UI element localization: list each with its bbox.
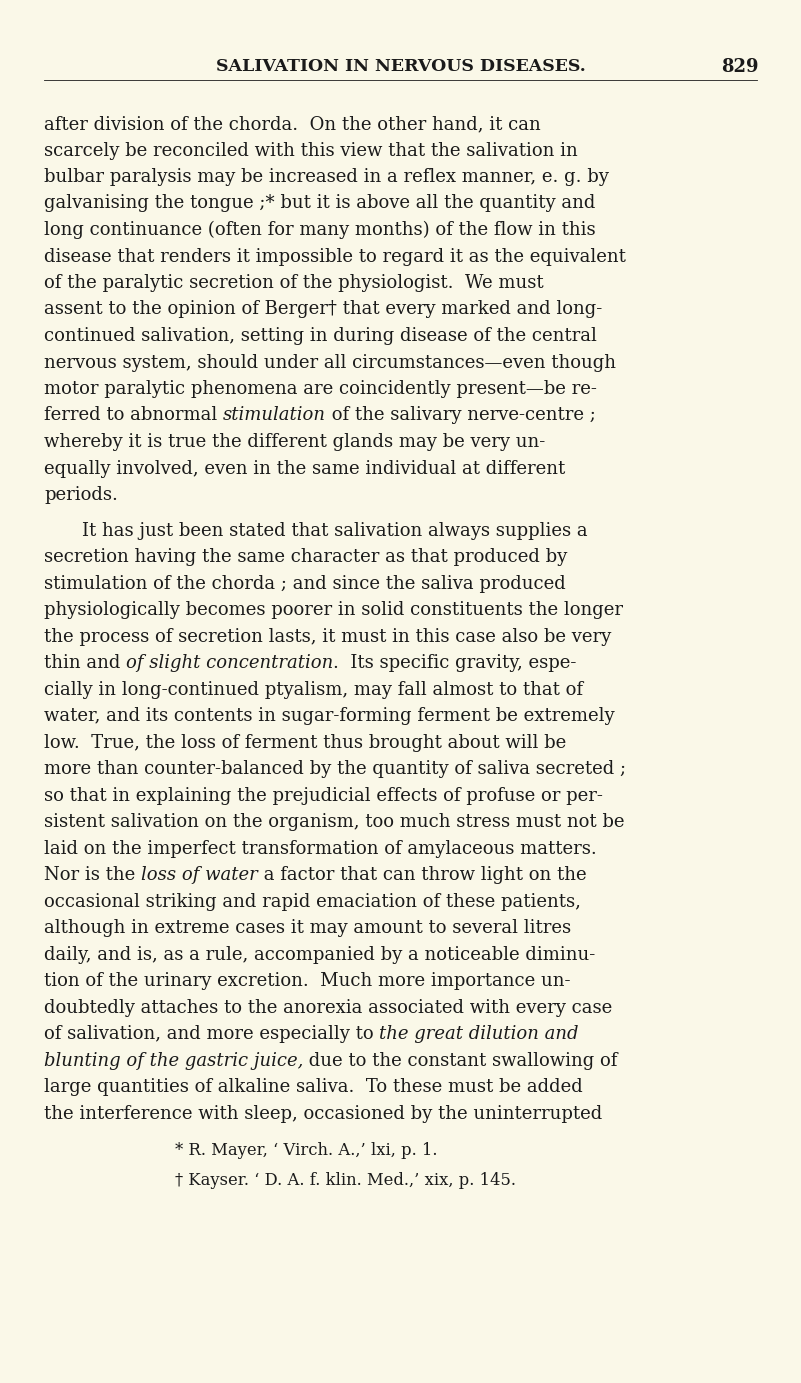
Text: low.  True, the loss of ferment thus brought about will be: low. True, the loss of ferment thus brou… — [44, 734, 566, 752]
Text: periods.: periods. — [44, 485, 118, 503]
Text: motor paralytic phenomena are coincidently present—be re-: motor paralytic phenomena are coincident… — [44, 380, 597, 398]
Text: the great dilution and: the great dilution and — [380, 1025, 579, 1043]
Text: the interference with sleep, occasioned by the uninterrupted: the interference with sleep, occasioned … — [44, 1105, 602, 1123]
Text: laid on the imperfect transformation of amylaceous matters.: laid on the imperfect transformation of … — [44, 839, 597, 857]
Text: stimulation: stimulation — [223, 407, 326, 425]
Text: physiologically becomes poorer in solid constituents the longer: physiologically becomes poorer in solid … — [44, 602, 623, 620]
Text: assent to the opinion of Berger† that every marked and long-: assent to the opinion of Berger† that ev… — [44, 300, 602, 318]
Text: .  Its specific gravity, espe-: . Its specific gravity, espe- — [333, 654, 577, 672]
Text: so that in explaining the prejudicial effects of profuse or per-: so that in explaining the prejudicial ef… — [44, 787, 603, 805]
Text: the process of secretion lasts, it must in this case also be very: the process of secretion lasts, it must … — [44, 628, 611, 646]
Text: blunting of the gastric juice,: blunting of the gastric juice, — [44, 1052, 304, 1070]
Text: loss of water: loss of water — [141, 866, 258, 884]
Text: more than counter-balanced by the quantity of saliva secreted ;: more than counter-balanced by the quanti… — [44, 761, 626, 779]
Text: occasional striking and rapid emaciation of these patients,: occasional striking and rapid emaciation… — [44, 893, 581, 911]
Text: water, and its contents in sugar-forming ferment be extremely: water, and its contents in sugar-forming… — [44, 707, 614, 725]
Text: doubtedly attaches to the anorexia associated with every case: doubtedly attaches to the anorexia assoc… — [44, 999, 612, 1017]
Text: of the paralytic secretion of the physiologist.  We must: of the paralytic secretion of the physio… — [44, 274, 544, 292]
Text: of the salivary nerve-centre ;: of the salivary nerve-centre ; — [326, 407, 596, 425]
Text: of slight concentration: of slight concentration — [126, 654, 333, 672]
Text: continued salivation, setting in during disease of the central: continued salivation, setting in during … — [44, 326, 597, 344]
Text: SALIVATION IN NERVOUS DISEASES.: SALIVATION IN NERVOUS DISEASES. — [215, 58, 586, 75]
Text: sistent salivation on the organism, too much stress must not be: sistent salivation on the organism, too … — [44, 813, 625, 831]
Text: long continuance (often for many months) of the flow in this: long continuance (often for many months)… — [44, 221, 596, 239]
Text: galvanising the tongue ;* but it is above all the quantity and: galvanising the tongue ;* but it is abov… — [44, 195, 595, 213]
Text: scarcely be reconciled with this view that the salivation in: scarcely be reconciled with this view th… — [44, 141, 578, 159]
Text: after division of the chorda.  On the other hand, it can: after division of the chorda. On the oth… — [44, 115, 541, 133]
Text: whereby it is true the different glands may be very un-: whereby it is true the different glands … — [44, 433, 545, 451]
Text: although in extreme cases it may amount to several litres: although in extreme cases it may amount … — [44, 920, 571, 938]
Text: Nor is the: Nor is the — [44, 866, 141, 884]
Text: daily, and is, as a rule, accompanied by a noticeable diminu-: daily, and is, as a rule, accompanied by… — [44, 946, 595, 964]
Text: stimulation of the chorda ; and since the saliva produced: stimulation of the chorda ; and since th… — [44, 575, 566, 593]
Text: a factor that can throw light on the: a factor that can throw light on the — [258, 866, 586, 884]
Text: bulbar paralysis may be increased in a reflex manner, e. g. by: bulbar paralysis may be increased in a r… — [44, 167, 609, 185]
Text: due to the constant swallowing of: due to the constant swallowing of — [304, 1052, 618, 1070]
Text: * R. Mayer, ‘ Virch. A.,’ lxi, p. 1.: * R. Mayer, ‘ Virch. A.,’ lxi, p. 1. — [175, 1142, 437, 1159]
Text: tion of the urinary excretion.  Much more importance un-: tion of the urinary excretion. Much more… — [44, 972, 570, 990]
Text: disease that renders it impossible to regard it as the equivalent: disease that renders it impossible to re… — [44, 248, 626, 266]
Text: of salivation, and more especially to: of salivation, and more especially to — [44, 1025, 380, 1043]
Text: † Kayser. ‘ D. A. f. klin. Med.,’ xix, p. 145.: † Kayser. ‘ D. A. f. klin. Med.,’ xix, p… — [175, 1173, 516, 1189]
Text: It has just been stated that salivation always supplies a: It has just been stated that salivation … — [82, 521, 588, 539]
Text: ferred to abnormal: ferred to abnormal — [44, 407, 223, 425]
Text: cially in long-continued ptyalism, may fall almost to that of: cially in long-continued ptyalism, may f… — [44, 680, 583, 698]
Text: thin and: thin and — [44, 654, 126, 672]
Text: equally involved, even in the same individual at different: equally involved, even in the same indiv… — [44, 459, 566, 477]
Text: 829: 829 — [722, 58, 759, 76]
Text: large quantities of alkaline saliva.  To these must be added: large quantities of alkaline saliva. To … — [44, 1079, 583, 1097]
Text: secretion having the same character as that produced by: secretion having the same character as t… — [44, 548, 567, 566]
Text: nervous system, should under all circumstances—even though: nervous system, should under all circums… — [44, 354, 616, 372]
